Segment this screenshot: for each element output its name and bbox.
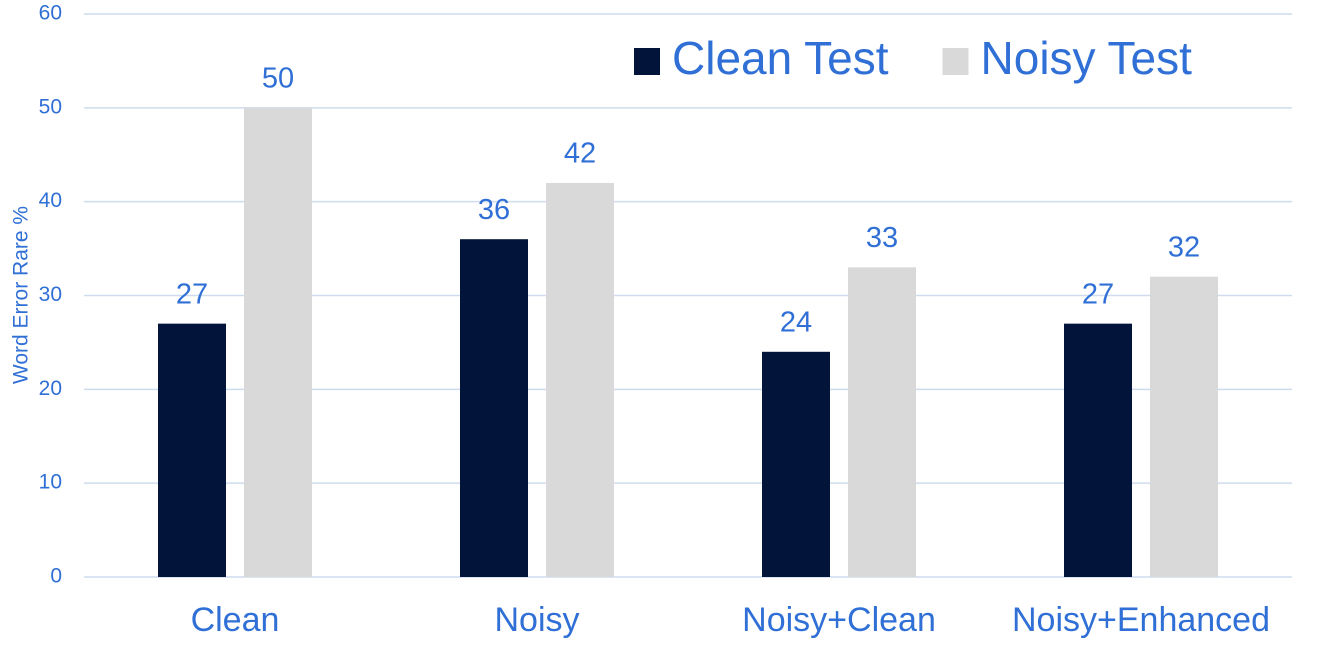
legend-swatch [634, 48, 660, 75]
value-label: 42 [564, 138, 596, 170]
value-label: 36 [478, 194, 510, 226]
y-tick-label: 10 [39, 471, 62, 494]
bar [848, 267, 916, 577]
y-tick-label: 50 [39, 95, 62, 118]
value-label: 24 [780, 306, 812, 338]
y-tick-label: 20 [39, 377, 62, 400]
bar [546, 182, 614, 577]
y-tick-label: 30 [39, 283, 62, 306]
x-tick-label: Clean [191, 601, 280, 639]
bar [244, 107, 312, 577]
x-tick-label: Noisy+Enhanced [1012, 601, 1270, 639]
y-axis-title: Word Error Rare % [10, 206, 33, 384]
x-tick-label: Noisy [494, 601, 579, 639]
y-tick-label: 40 [39, 189, 62, 212]
x-tick-label: Noisy+Clean [742, 601, 936, 639]
bar [1064, 323, 1132, 577]
bar [158, 323, 226, 577]
value-label: 50 [262, 62, 294, 94]
y-tick-label: 60 [39, 2, 62, 25]
value-label: 27 [176, 278, 208, 310]
bar [762, 351, 830, 577]
legend-swatch [942, 48, 969, 75]
value-label: 32 [1168, 231, 1200, 263]
bar [460, 239, 528, 577]
value-label: 33 [866, 222, 898, 254]
legend-label: Clean Test [672, 32, 889, 84]
legend-label: Noisy Test [981, 32, 1193, 84]
value-label: 27 [1082, 278, 1114, 310]
y-tick-label: 0 [50, 565, 62, 588]
bar [1150, 276, 1218, 577]
